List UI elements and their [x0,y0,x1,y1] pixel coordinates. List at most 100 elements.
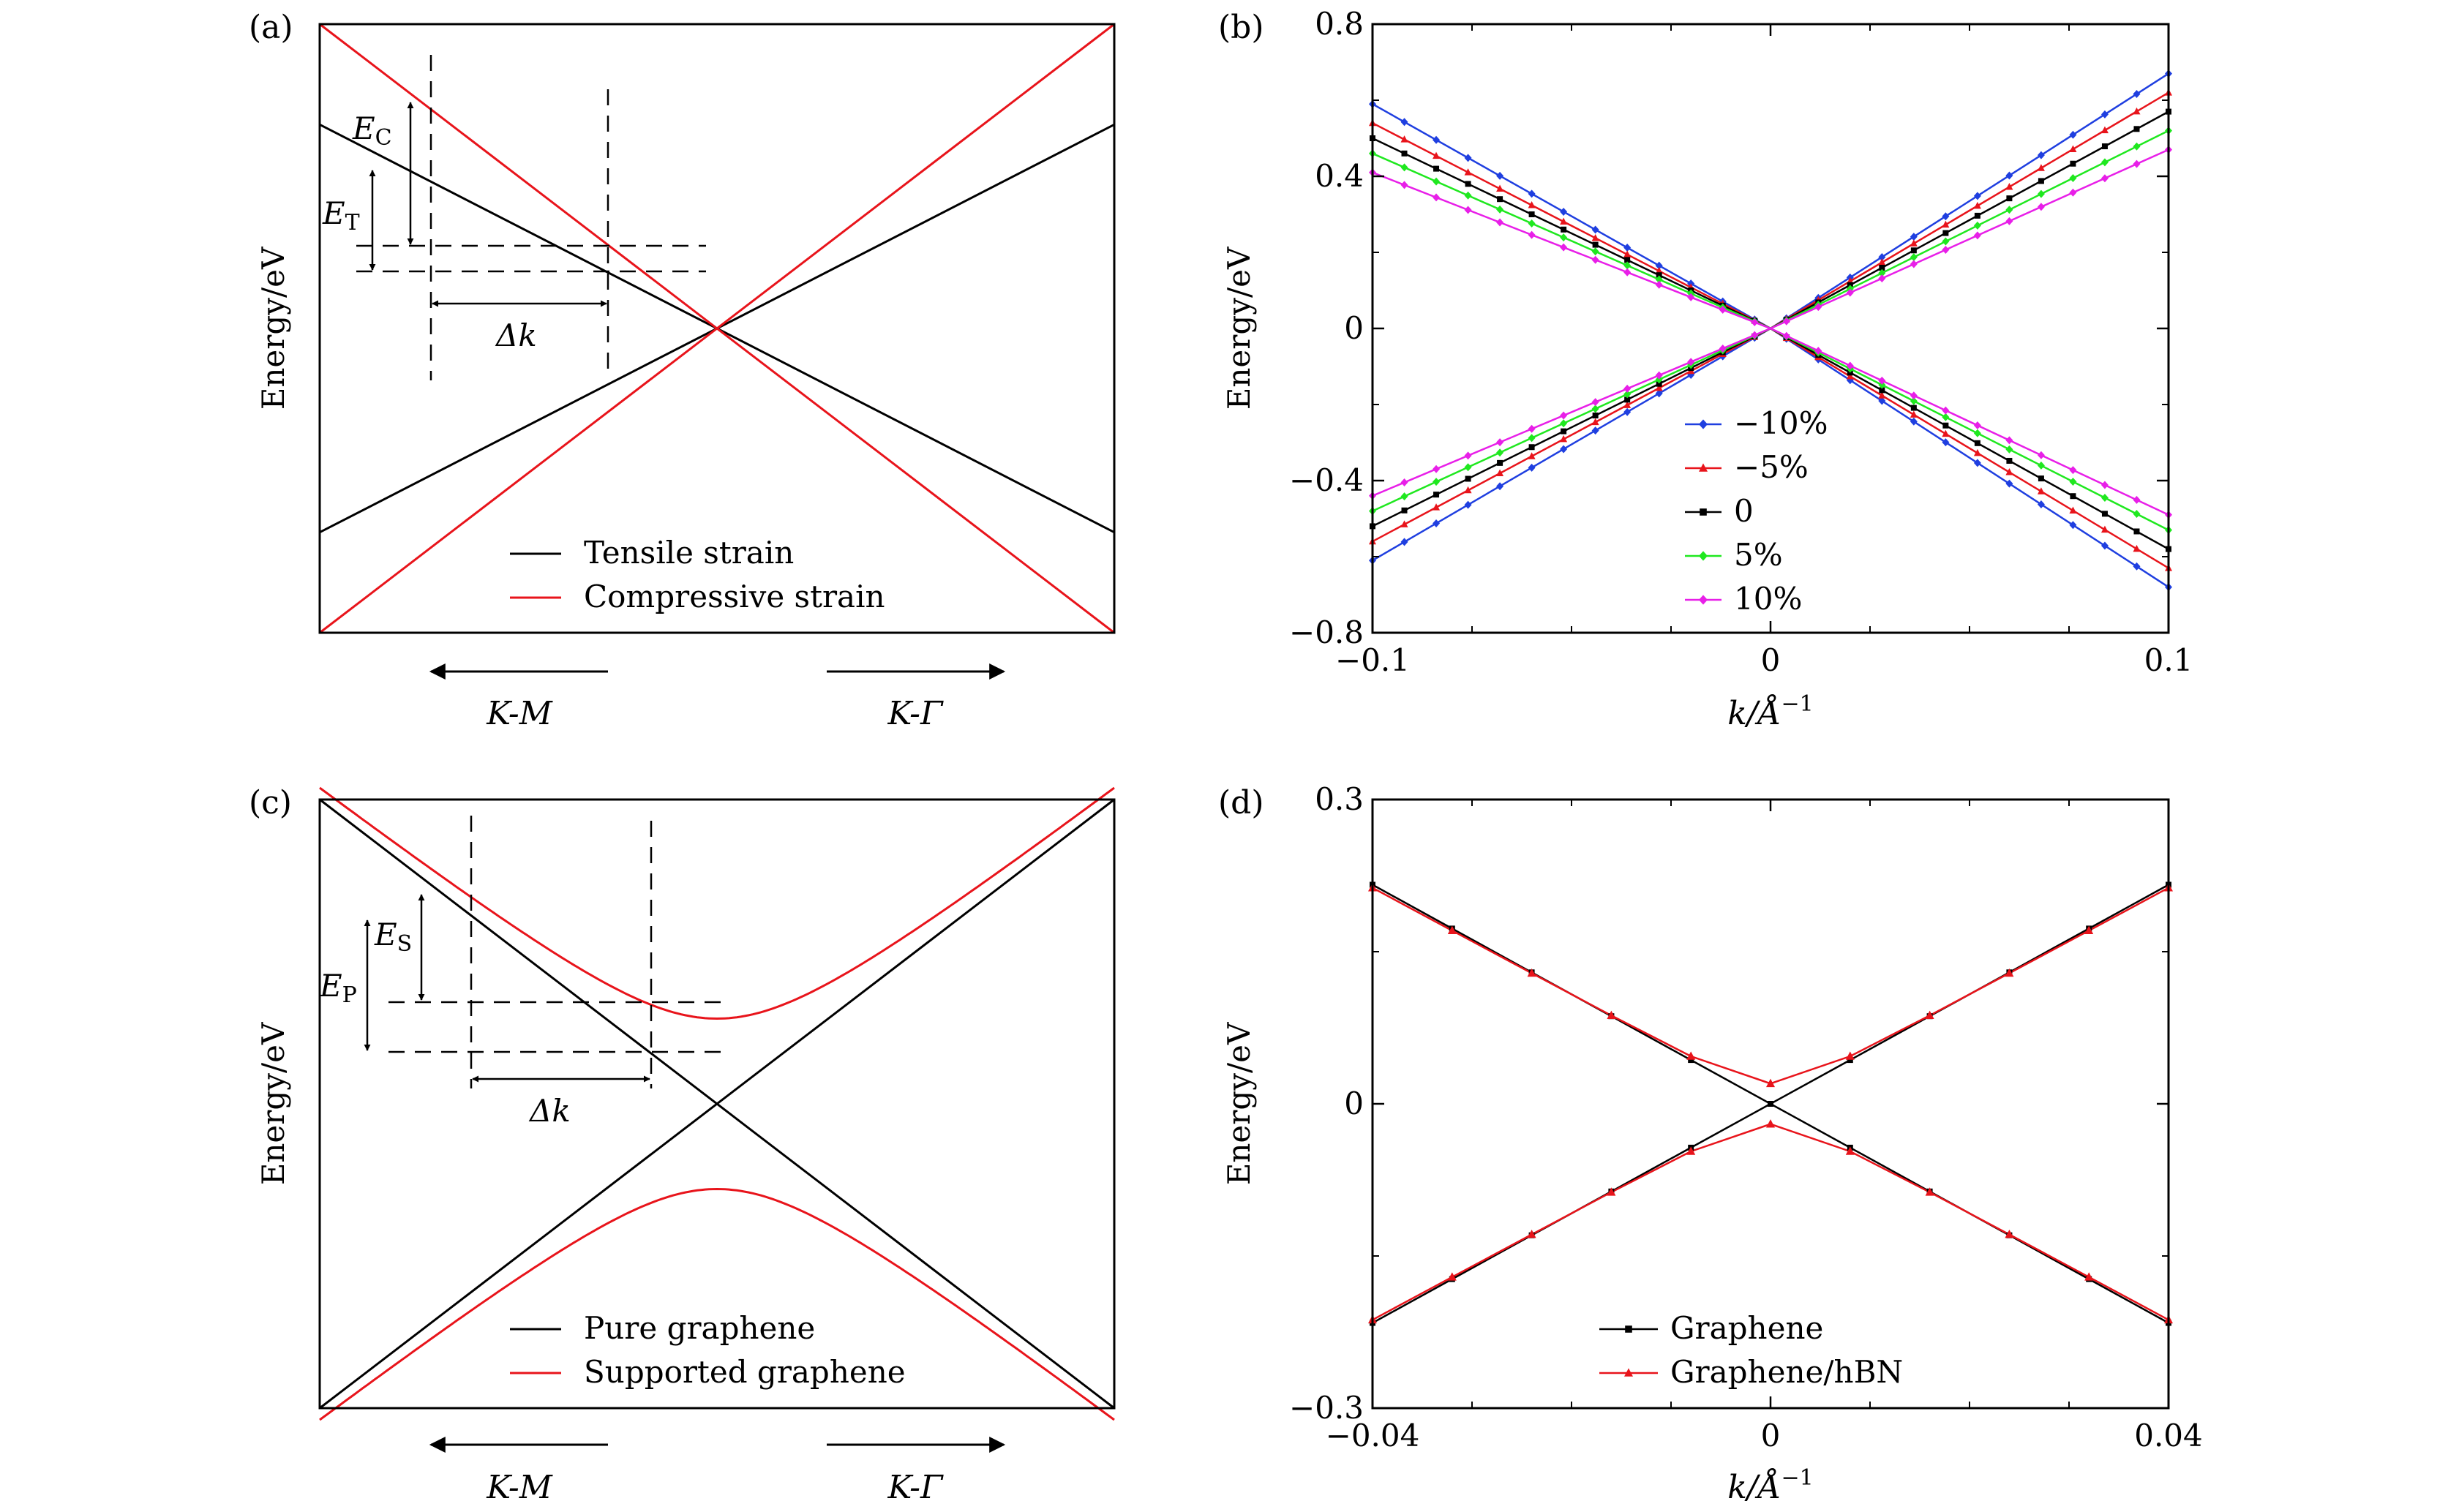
data-point [1655,261,1663,270]
y-tick-label: 0 [1344,310,1364,346]
data-point [1528,230,1536,239]
data-point [2070,160,2076,167]
data-point [1686,1051,1696,1060]
data-point [2006,457,2013,464]
data-point [1656,272,1662,279]
data-point [1782,317,1790,326]
data-point [1687,293,1695,301]
data-point [2069,466,2077,475]
plot-frame [318,23,1116,634]
data-point [1655,280,1663,289]
data-point [1400,520,1408,527]
series-line [319,23,1115,634]
data-point [2005,217,2013,225]
data-point [1591,426,1599,435]
data-point [1655,266,1663,274]
annotation-label: ES [374,917,412,957]
data-point [1401,150,1408,157]
data-point [2133,495,2141,504]
series-line [1372,327,1771,527]
data-point [1496,469,1504,477]
data-point [1433,135,1441,144]
direction-label: K-M [486,1469,553,1506]
data-point [1607,1010,1616,1019]
data-point [1497,459,1503,466]
series-line [1770,72,2169,330]
series-line [1372,327,1771,512]
data-point [1496,218,1504,227]
panel-label: (d) [1218,784,1264,821]
legend-label: Supported graphene [584,1354,906,1390]
series-curve [319,786,1115,1020]
data-point [1719,344,1727,353]
data-point [2084,925,2094,934]
data-point [2005,479,2013,488]
data-point [1766,1078,1775,1088]
y-tick-label: −0.8 [1289,614,1364,650]
data-point [1942,237,1950,246]
annotation-group [364,816,729,1088]
data-point [2005,445,2013,454]
panel-c: (c) ES EP Δk Pure graphene Supported gra… [249,784,1116,1506]
legend: Graphene Graphene/hBN [1599,1310,1903,1390]
data-point [2100,158,2109,167]
data-point [2100,110,2109,119]
data-point [1464,463,1472,472]
data-point [2101,143,2108,150]
data-point [1447,1272,1457,1281]
data-point [1688,1057,1694,1064]
data-point [1465,181,1471,187]
x-tick-label: 0 [1761,642,1781,678]
data-point [1655,371,1663,380]
annotation-label: EP [319,968,357,1008]
y-tick-label: −0.4 [1289,462,1364,498]
series-curve [319,1187,1115,1421]
data-point [1607,1187,1616,1196]
panel-label: (a) [249,9,293,46]
data-point [1878,391,1886,399]
plot-frame [1371,23,2170,634]
data-point [1528,424,1536,433]
panel-label: (b) [1218,9,1264,46]
data-point [1591,398,1599,407]
data-point [1878,252,1886,261]
data-point [2037,189,2045,198]
legend-marker [1699,595,1708,605]
data-point [2037,151,2045,159]
data-point [1623,384,1632,393]
series-line [1372,152,1771,330]
data-point [1433,151,1441,159]
data-point [1847,1057,1853,1064]
legend-marker [1700,508,1707,516]
data-point [1846,372,1854,380]
data-point [1528,201,1536,208]
data-point [1623,407,1632,416]
data-point [1464,206,1472,214]
legend-label: −5% [1734,449,1809,485]
data-point [1942,429,1950,437]
series-line [1770,110,2169,330]
data-point [1528,463,1536,472]
data-point [2133,528,2140,535]
data-point [1496,482,1504,491]
data-point [1910,405,1917,411]
data-point [1433,464,1441,473]
series-line [1372,327,1771,562]
data-point [2037,500,2045,508]
data-point [1973,201,1981,209]
data-point [1973,421,1981,429]
data-point [2005,1229,2014,1238]
x-tick-label: −0.04 [1326,1418,1420,1453]
data-point [1400,135,1408,143]
data-point [1878,376,1886,385]
data-point [2069,145,2077,152]
data-point [1782,331,1790,340]
data-point [1433,177,1441,186]
data-point [1528,211,1535,217]
data-point [2038,178,2044,184]
y-tick-label: 0 [1344,1086,1364,1121]
ylabel: Energy/eV [255,1022,291,1185]
data-point [1686,1146,1696,1155]
data-point [2005,206,2013,214]
